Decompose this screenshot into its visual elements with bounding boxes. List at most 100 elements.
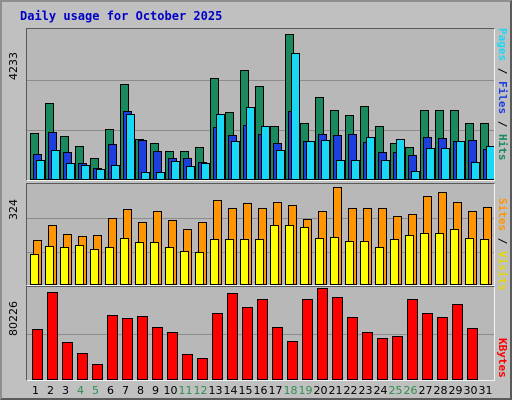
day-label: 28 xyxy=(433,384,448,397)
kbytes-bar xyxy=(197,358,208,380)
sites-bar xyxy=(45,246,54,285)
pages-bar xyxy=(186,166,195,180)
legend-visits: Visits xyxy=(496,251,509,291)
legend-sep-1: / xyxy=(496,61,509,81)
day-label: 4 xyxy=(77,384,84,397)
pages-bar xyxy=(81,165,90,180)
sites-bar xyxy=(405,235,414,285)
pages-bar xyxy=(336,160,345,180)
sites-visits-panel xyxy=(26,183,495,286)
kbytes-bar xyxy=(77,353,88,380)
sites-bar xyxy=(450,229,459,285)
pages-bar xyxy=(471,162,480,180)
pages-bar xyxy=(51,150,60,180)
day-label: 11 xyxy=(178,384,193,397)
day-label: 19 xyxy=(298,384,313,397)
pages-bar xyxy=(486,146,494,180)
top-legend: Pages / Files / Hits xyxy=(495,28,511,178)
day-label: 17 xyxy=(268,384,283,397)
bottom-legend: KBytes xyxy=(495,338,511,382)
pages-bar xyxy=(171,161,180,180)
pages-bar xyxy=(366,137,375,180)
sites-bar xyxy=(150,242,159,285)
day-label: 16 xyxy=(253,384,268,397)
pages-bar xyxy=(36,160,45,180)
legend-sep-3: / xyxy=(496,231,509,251)
sites-bar xyxy=(255,239,264,285)
kbytes-bar xyxy=(467,328,478,380)
kbytes-bar xyxy=(242,307,253,380)
sites-bar xyxy=(165,247,174,285)
kbytes-bar xyxy=(152,327,163,380)
pages-bar xyxy=(381,160,390,180)
sites-bar xyxy=(240,239,249,285)
legend-files: Files xyxy=(496,81,509,115)
pages-bar xyxy=(351,160,360,180)
pages-bar xyxy=(111,165,120,180)
pages-bar xyxy=(276,150,285,180)
day-label: 2 xyxy=(47,384,54,397)
top-axis-max-label: 4233 xyxy=(7,52,20,80)
mid-legend: Sites / Visits xyxy=(495,198,511,291)
day-label: 13 xyxy=(208,384,223,397)
pages-bar xyxy=(231,141,240,180)
sites-bar xyxy=(270,225,279,285)
sites-bar xyxy=(195,252,204,285)
sites-bar xyxy=(210,239,219,285)
sites-bar xyxy=(375,247,384,285)
pages-bar xyxy=(441,148,450,180)
day-label: 21 xyxy=(328,384,343,397)
sites-bar xyxy=(480,239,489,285)
kbytes-bar xyxy=(107,315,118,380)
pages-bar xyxy=(261,126,270,180)
chart-title: Daily usage for October 2025 xyxy=(20,9,223,23)
day-label: 9 xyxy=(152,384,159,397)
sites-bar xyxy=(225,239,234,285)
sites-bar xyxy=(360,241,369,285)
day-label: 26 xyxy=(403,384,418,397)
day-label: 5 xyxy=(92,384,99,397)
kbytes-bar xyxy=(347,317,358,380)
legend-pages: Pages xyxy=(496,28,509,62)
pages-bar xyxy=(216,114,225,180)
kbytes-bar xyxy=(362,332,373,380)
sites-bar xyxy=(105,247,114,285)
kbytes-bar xyxy=(377,338,388,380)
kbytes-bar xyxy=(287,341,298,380)
sites-bar xyxy=(390,239,399,285)
pages-bar xyxy=(306,141,315,180)
kbytes-bar xyxy=(302,299,313,380)
sites-bar xyxy=(300,227,309,285)
day-label: 30 xyxy=(463,384,478,397)
day-label: 27 xyxy=(418,384,433,397)
kbytes-bar xyxy=(137,316,148,380)
pages-bar xyxy=(321,140,330,180)
kbytes-bar xyxy=(47,292,58,380)
sites-bar xyxy=(180,251,189,285)
day-label: 12 xyxy=(193,384,208,397)
pages-files-hits-panel xyxy=(26,28,495,181)
day-label: 15 xyxy=(238,384,253,397)
sites-bar xyxy=(345,241,354,285)
day-label: 25 xyxy=(388,384,403,397)
sites-bar xyxy=(420,233,429,285)
kbytes-bar xyxy=(317,288,328,380)
kbytes-bar xyxy=(62,342,73,380)
kbytes-bar xyxy=(332,297,343,380)
day-label: 14 xyxy=(223,384,238,397)
grid-line xyxy=(27,80,494,81)
pages-bar xyxy=(426,148,435,180)
sites-bar xyxy=(75,245,84,285)
mid-axis-max-label: 324 xyxy=(7,199,20,220)
sites-bar xyxy=(285,225,294,285)
day-label: 24 xyxy=(373,384,388,397)
pages-bar xyxy=(246,107,255,180)
kbytes-bar xyxy=(482,380,493,381)
pages-bar xyxy=(291,53,300,180)
kbytes-bar xyxy=(32,329,43,380)
kbytes-bar xyxy=(392,336,403,380)
sites-bar xyxy=(315,238,324,285)
kbytes-bar xyxy=(182,354,193,380)
sites-bar xyxy=(435,233,444,285)
